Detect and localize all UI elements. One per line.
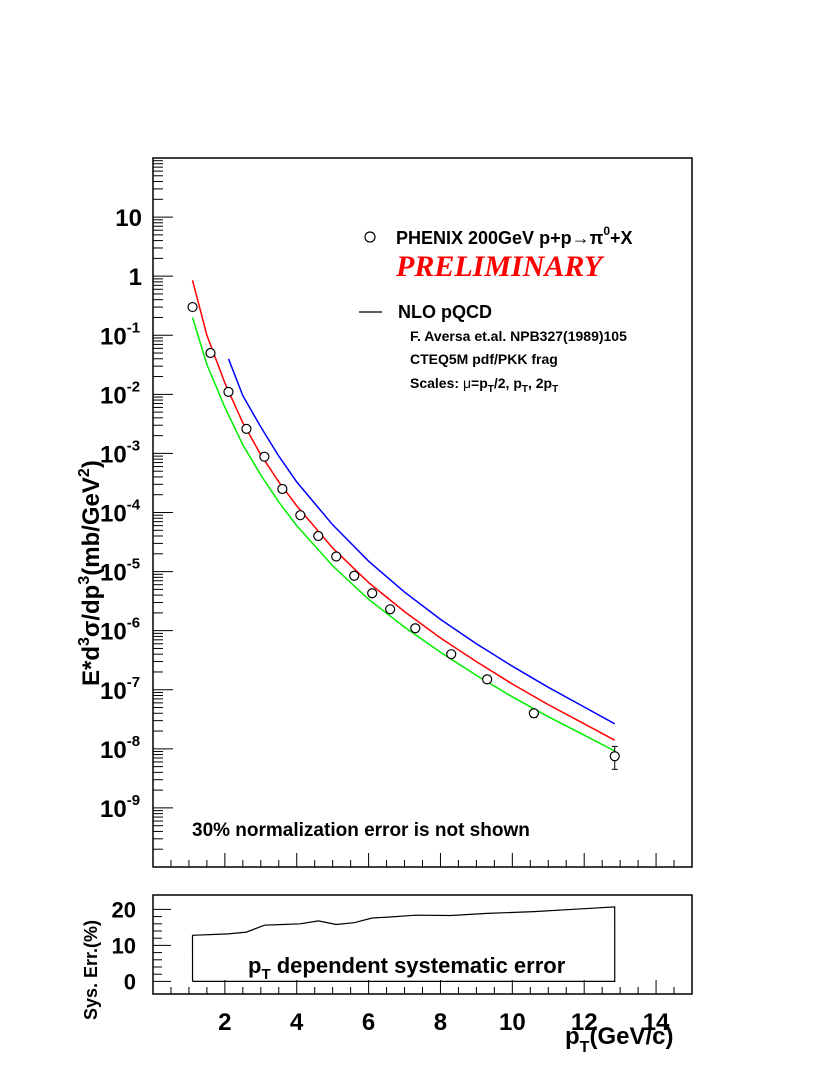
x-tick-label: 4 [290, 1009, 304, 1036]
x-tick-label: 8 [434, 1009, 447, 1036]
data-point [241, 423, 252, 434]
data-point [277, 483, 288, 495]
x-tick-label: 14 [643, 1009, 670, 1036]
data-point [410, 623, 421, 634]
main-y-tick-labels: 10 1 10-1 10-2 10-3 10-4 10-5 10-6 10-7 10-8 10-9 [100, 205, 142, 823]
legend-data-marker [364, 231, 376, 243]
data-point [223, 386, 234, 397]
data-point [528, 708, 539, 719]
x-tick-label: 12 [571, 1009, 598, 1036]
legend-nlo-entry: NLO pQCD [398, 302, 492, 322]
data-point [609, 751, 620, 762]
y-tick-label: 10-7 [100, 674, 140, 705]
data-point [385, 604, 396, 615]
data-points [187, 301, 620, 770]
legend-ref2: CTEQ5M pdf/PKK frag [410, 351, 558, 367]
y-tick-label: 10 [115, 205, 142, 232]
legend-ref1: F. Aversa et.al. NPB327(1989)105 [410, 328, 627, 344]
data-point [367, 588, 378, 599]
nlo-curve-2 [191, 317, 616, 752]
data-point [259, 451, 270, 462]
y-tick-label: 10-1 [100, 319, 140, 350]
y-tick-label: 10-9 [100, 792, 140, 823]
normalization-note: 30% normalization error is not shown [192, 820, 530, 841]
x-tick-labels: 2 4 6 8 10 12 14 [218, 1009, 670, 1036]
syserr-y-tick-labels: 20 10 0 [112, 897, 136, 994]
nlo-curve-1 [227, 358, 616, 725]
data-point [205, 347, 216, 359]
data-point [482, 674, 493, 685]
data-point [331, 551, 342, 562]
syserr-y-title: Sys. Err.(%) [81, 920, 101, 1020]
y-axis-title: E*d3σ/dp3(mb/GeV2) [76, 460, 105, 686]
data-point [313, 530, 324, 542]
legend-ref3: Scales: μ=pT/2, pT, 2pT [410, 375, 558, 395]
syserr-axis-ticks [152, 908, 693, 994]
main-axis-ticks [152, 160, 693, 868]
nlo-curves [191, 280, 616, 752]
syserr-plot-frame [152, 894, 693, 995]
data-point [349, 570, 360, 581]
x-tick-label: 2 [218, 1009, 231, 1036]
y-tick-label: 10-5 [100, 556, 140, 587]
syserr-band [191, 906, 616, 983]
x-axis-title: pT(GeV/c) [565, 1023, 673, 1056]
y-tick-label: 10-8 [100, 733, 140, 764]
data-point [295, 510, 306, 521]
y-tick-label: 10-2 [100, 378, 140, 409]
y-tick-label: 1 [129, 264, 142, 291]
x-tick-label: 6 [362, 1009, 375, 1036]
syserr-y-tick-label: 0 [124, 969, 136, 994]
y-tick-label: 10-3 [100, 437, 140, 468]
preliminary-label: PRELIMINARY [395, 250, 605, 283]
y-tick-label: 10-6 [100, 615, 140, 646]
syserr-annotation: pT dependent systematic error [248, 953, 566, 983]
syserr-y-tick-label: 20 [112, 897, 136, 922]
syserr-y-tick-label: 10 [112, 933, 136, 958]
legend-data-entry: PHENIX 200GeV p+p→π0+X [396, 224, 633, 248]
x-tick-label: 10 [499, 1009, 526, 1036]
data-point [187, 301, 198, 313]
nlo-curve-0 [191, 280, 616, 741]
data-point [446, 649, 457, 660]
y-tick-label: 10-4 [100, 497, 141, 528]
